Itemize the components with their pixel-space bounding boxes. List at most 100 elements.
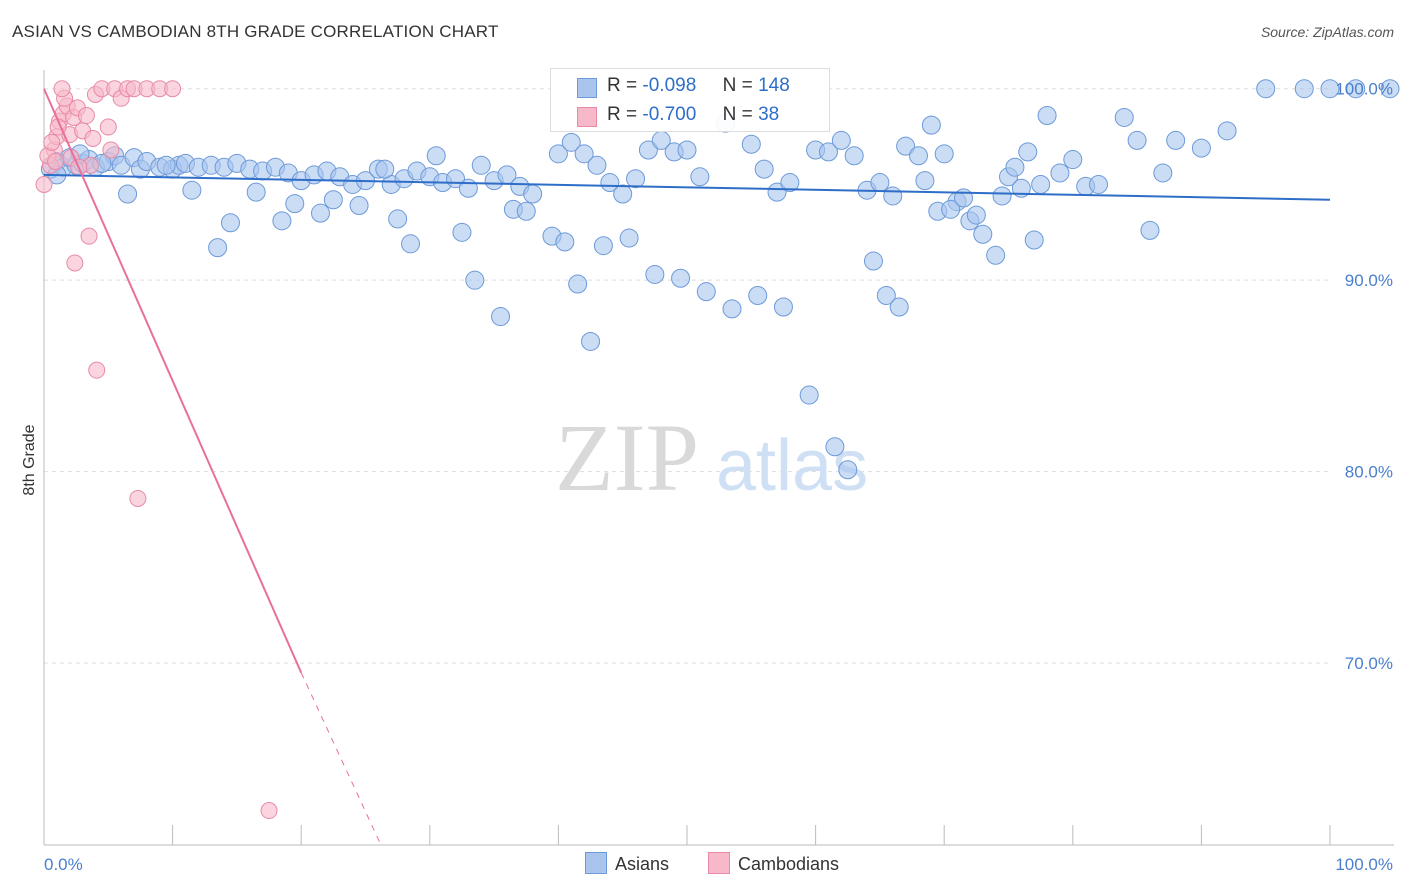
legend-n-label: N = bbox=[722, 75, 753, 96]
legend-n-value: 148 bbox=[758, 75, 790, 96]
legend-item-asians[interactable]: Asians bbox=[585, 852, 669, 875]
asian-point bbox=[671, 268, 691, 288]
asian-point bbox=[1166, 130, 1186, 150]
asian-point bbox=[574, 144, 594, 164]
asian-point bbox=[799, 385, 819, 405]
cambodian-point bbox=[35, 175, 53, 193]
correlation-legend: R = -0.098 N = 148 R = -0.700 N = 38 bbox=[550, 68, 830, 132]
asian-point bbox=[401, 234, 421, 254]
legend-row-cambodians: R = -0.700 N = 38 bbox=[551, 100, 829, 130]
axes bbox=[43, 70, 1394, 846]
asian-point bbox=[388, 209, 408, 229]
cambodian-point bbox=[260, 802, 278, 820]
grid-lines bbox=[44, 88, 1330, 664]
cambodian-point bbox=[129, 489, 147, 507]
asian-point bbox=[568, 274, 588, 294]
cambodian-point bbox=[164, 80, 182, 98]
y-axis-label: 8th Grade bbox=[21, 424, 38, 495]
x-tick-label: 0.0% bbox=[44, 855, 83, 874]
cambodian-point bbox=[102, 141, 120, 159]
asian-point bbox=[838, 460, 858, 480]
asian-point bbox=[1037, 106, 1057, 126]
asian-point bbox=[638, 140, 658, 160]
asian-point bbox=[1127, 130, 1147, 150]
series-asians bbox=[40, 79, 1400, 480]
cambodian-trend-extension bbox=[300, 672, 382, 846]
asian-point bbox=[1346, 79, 1366, 99]
asian-point bbox=[844, 146, 864, 166]
asian-point bbox=[722, 299, 742, 319]
asian-point bbox=[767, 182, 787, 202]
asian-point bbox=[1217, 121, 1237, 141]
asian-point bbox=[593, 236, 613, 256]
asian-point bbox=[548, 144, 568, 164]
asian-point bbox=[523, 184, 543, 204]
asian-point bbox=[491, 307, 511, 327]
asian-point bbox=[754, 159, 774, 179]
asian-point bbox=[1256, 79, 1276, 99]
asian-point bbox=[208, 238, 228, 258]
trend-lines bbox=[43, 88, 1331, 846]
asian-point bbox=[426, 146, 446, 166]
asian-point bbox=[941, 199, 961, 219]
cambodian-point bbox=[53, 80, 71, 98]
asian-trend-line bbox=[43, 173, 1331, 201]
asian-point bbox=[555, 232, 575, 252]
legend-r-label: R = bbox=[607, 104, 638, 125]
asian-point bbox=[966, 205, 986, 225]
legend-r-label: R = bbox=[607, 75, 638, 96]
tick-labels: 100.0% 90.0% 80.0% 70.0% 0.0% 100.0% bbox=[44, 80, 1393, 874]
asian-point bbox=[825, 437, 845, 457]
y-tick-label: 70.0% bbox=[1345, 654, 1393, 673]
asian-point bbox=[156, 155, 176, 175]
legend-row-asians: R = -0.098 N = 148 bbox=[551, 71, 829, 101]
asian-point bbox=[310, 203, 330, 223]
asian-point bbox=[516, 201, 536, 221]
asian-point bbox=[870, 173, 890, 193]
asian-point bbox=[1018, 142, 1038, 162]
asian-point bbox=[831, 130, 851, 150]
asian-point bbox=[613, 184, 633, 204]
asian-point bbox=[323, 190, 343, 210]
cambodian-point bbox=[43, 133, 61, 151]
cambodian-point bbox=[66, 254, 84, 272]
asian-point bbox=[285, 194, 305, 214]
legend-swatch-asians bbox=[577, 78, 597, 98]
asian-point bbox=[1005, 157, 1025, 177]
asian-point bbox=[741, 134, 761, 154]
legend-r-value: -0.098 bbox=[642, 75, 697, 96]
asian-point bbox=[748, 286, 768, 305]
asian-point bbox=[889, 297, 909, 317]
y-tick-label: 80.0% bbox=[1345, 463, 1393, 482]
cambodian-point bbox=[84, 130, 102, 147]
asian-point bbox=[696, 282, 716, 302]
watermark: ZIP atlas bbox=[555, 404, 868, 511]
legend-item-cambodians[interactable]: Cambodians bbox=[708, 852, 839, 875]
cambodian-point bbox=[80, 227, 98, 245]
asian-point bbox=[1031, 174, 1051, 194]
legend-n-value: 38 bbox=[758, 104, 780, 125]
asian-point bbox=[645, 264, 665, 284]
cambodian-trend-line bbox=[43, 88, 303, 674]
asian-point bbox=[471, 155, 491, 175]
asian-point bbox=[626, 169, 646, 189]
asian-point bbox=[220, 213, 240, 233]
asian-point bbox=[973, 224, 993, 244]
asian-point bbox=[1191, 138, 1211, 158]
asian-point bbox=[934, 144, 954, 164]
asian-point bbox=[818, 142, 838, 162]
asian-point bbox=[465, 270, 485, 290]
asian-point bbox=[561, 132, 581, 152]
asian-point bbox=[915, 171, 935, 191]
legend-label-cambodians: Cambodians bbox=[738, 854, 840, 874]
asian-point bbox=[619, 228, 639, 248]
y-tick-label: 100.0% bbox=[1335, 80, 1393, 99]
series-cambodians bbox=[35, 80, 278, 820]
asian-point bbox=[246, 182, 266, 202]
source-label: Source: ZipAtlas.com bbox=[1260, 24, 1394, 40]
legend-label-asians: Asians bbox=[615, 854, 670, 874]
cambodian-point bbox=[99, 118, 117, 136]
asian-point bbox=[1153, 163, 1173, 183]
asian-point bbox=[690, 167, 710, 187]
asian-point bbox=[349, 196, 369, 216]
